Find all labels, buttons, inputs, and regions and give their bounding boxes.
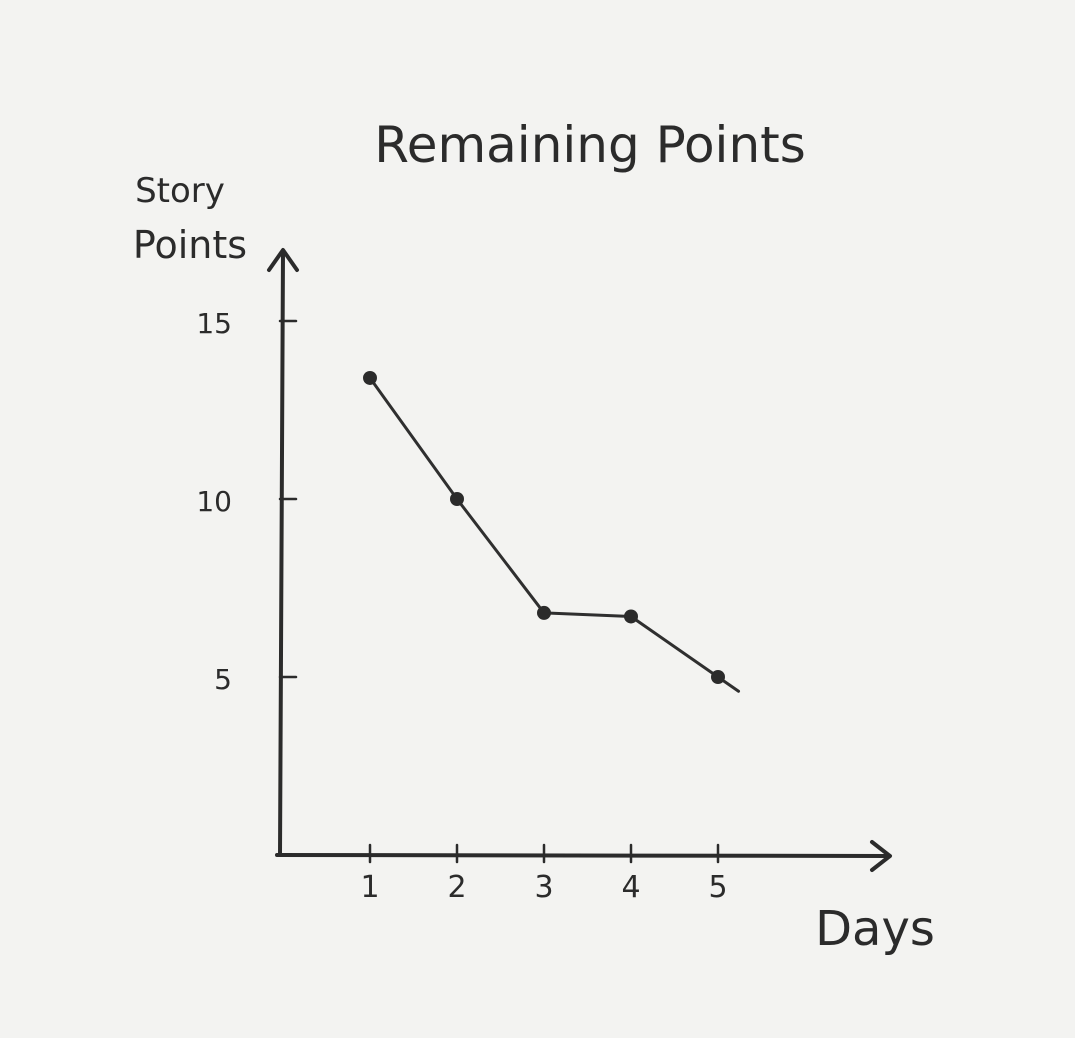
x-tick-label: 5: [708, 870, 727, 905]
y-axis-arrowhead: [267, 248, 299, 272]
x-tick-label: 2: [447, 870, 466, 905]
data-point: [711, 670, 725, 684]
x-tick-label: 4: [621, 870, 640, 905]
data-point: [450, 492, 464, 506]
x-ticks: 1 2 3 4 5: [360, 843, 728, 905]
y-ticks: 5 10 15: [196, 307, 298, 696]
x-tick-label: 1: [360, 870, 379, 905]
data-point: [363, 370, 377, 385]
x-axis-arrowhead: [870, 840, 892, 872]
x-tick-label: 3: [534, 870, 553, 905]
data-point: [537, 605, 551, 620]
series-group: [363, 370, 741, 693]
chart-title: Remaining Points: [374, 116, 806, 174]
x-axis: [275, 853, 890, 858]
y-axis-label-line2: Points: [133, 223, 247, 267]
series-line: [368, 376, 741, 693]
y-axis-label-line1: Story: [135, 171, 225, 211]
x-axis-label: Days: [815, 901, 935, 957]
y-tick-label: 15: [196, 307, 232, 340]
y-axis: [278, 250, 285, 857]
data-point: [624, 609, 638, 624]
y-tick-label: 5: [214, 663, 232, 696]
y-tick-label: 10: [196, 485, 232, 518]
